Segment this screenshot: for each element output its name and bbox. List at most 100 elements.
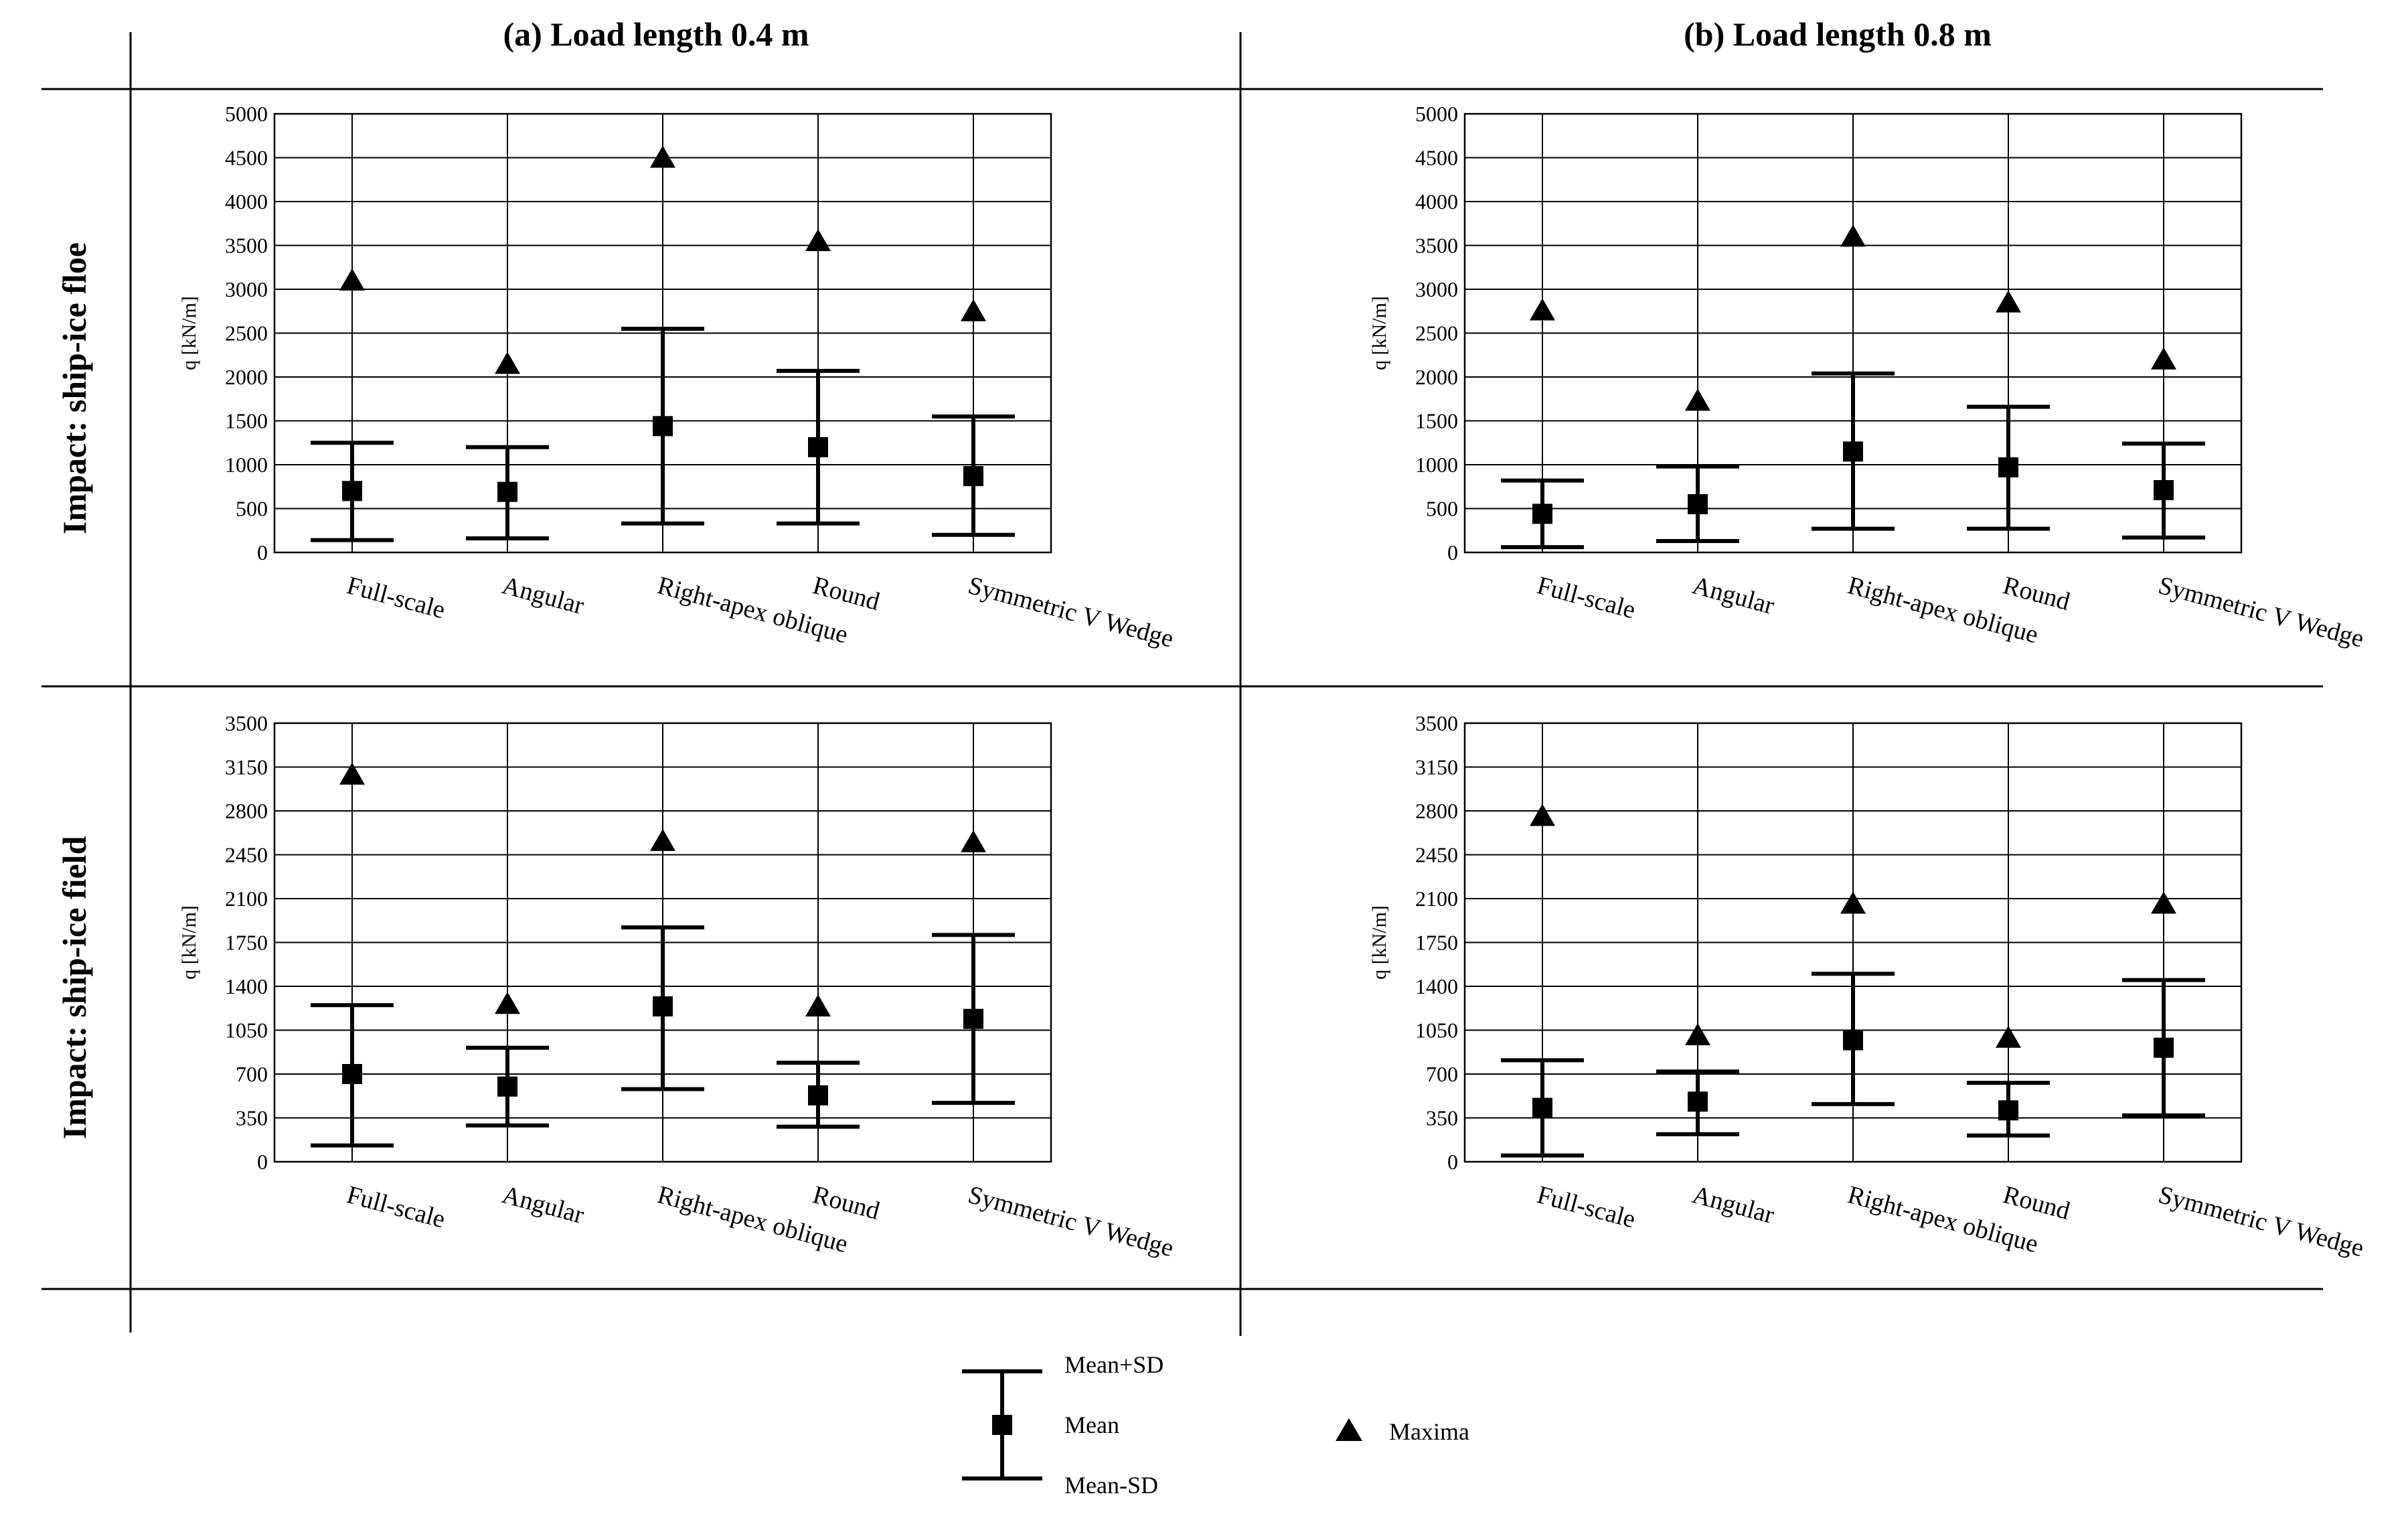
legend-mean-plus-sd: Mean+SD	[1064, 1351, 1163, 1378]
y-axis-label: q [kN/m]	[178, 296, 200, 370]
y-tick-label: 2450	[1415, 843, 1458, 867]
mean-marker	[342, 481, 362, 502]
col-title-b: (b) Load length 0.8 m	[1684, 15, 1992, 53]
legend: Mean+SD Mean Mean-SD Maxima	[962, 1351, 1469, 1499]
x-category-label: Round	[2000, 1181, 2073, 1225]
chart-panel-floe-0-4m: 0 500 1000 1500 2000 2500 3000 3500 4000 4500 5000…	[178, 102, 1176, 653]
col-title-a: (a) Load length 0.4 m	[503, 15, 809, 53]
y-tick-label: 1400	[225, 974, 268, 998]
errorbar-0	[311, 268, 394, 542]
mean-marker	[497, 1076, 517, 1097]
errorbar-0	[1501, 298, 1584, 550]
mean-marker	[653, 996, 673, 1016]
x-category-label: Angular	[499, 571, 587, 620]
mean-marker	[1998, 1100, 2018, 1121]
y-tick-label: 350	[1426, 1106, 1458, 1130]
errorbar-1	[466, 992, 549, 1128]
chart-panel-field-0-8m: 0 350 700 1050 1400 1750 2100 2450 2800 3150 3500 q…	[1368, 711, 2366, 1262]
y-tick-label: 2000	[225, 365, 268, 389]
y-tick-label: 3500	[225, 234, 268, 258]
maxima-marker	[1685, 388, 1710, 411]
y-tick-label: 1750	[225, 931, 268, 955]
x-category-label: Round	[810, 1181, 883, 1225]
y-tick-label: 3150	[225, 755, 268, 779]
x-category-label: Symmetric V Wedge	[965, 1181, 1177, 1262]
maxima-marker	[961, 299, 986, 321]
errorbar-4	[2122, 891, 2205, 1118]
mean-marker	[342, 1064, 362, 1084]
maxima-marker	[650, 145, 675, 168]
errorbar-2	[621, 828, 704, 1091]
maxima-marker	[339, 762, 365, 785]
x-category-label: Symmetric V Wedge	[2156, 1181, 2367, 1262]
maxima-marker	[805, 228, 831, 251]
maxima-marker	[495, 992, 520, 1014]
x-category-label: Angular	[1690, 571, 1777, 620]
mean-marker	[1532, 504, 1552, 524]
legend-mean: Mean	[1064, 1412, 1119, 1438]
y-tick-label: 3000	[1415, 277, 1458, 301]
mean-marker	[1688, 1091, 1708, 1112]
plot-area	[273, 112, 1052, 554]
y-tick-label: 500	[1426, 497, 1458, 521]
x-category-label: Symmetric V Wedge	[965, 571, 1177, 653]
maxima-marker	[495, 352, 520, 374]
figure-frame	[42, 32, 2323, 1336]
x-category-label: Angular	[499, 1181, 587, 1229]
chart-panel-floe-0-8m: 0 500 1000 1500 2000 2500 3000 3500 4000 4500 5000…	[1368, 102, 2366, 653]
x-category-label: Angular	[1690, 1181, 1777, 1229]
mean-marker	[963, 466, 983, 487]
mean-marker	[653, 416, 673, 437]
y-tick-label: 350	[236, 1106, 268, 1130]
y-tick-label: 1000	[1415, 453, 1458, 477]
y-tick-label: 1750	[1415, 931, 1458, 955]
legend-errorbar-symbol	[962, 1369, 1042, 1480]
x-category-label: Full-scale	[1534, 571, 1639, 624]
x-category-label: Round	[2000, 571, 2073, 616]
row-title-field: Impact: ship-ice field	[56, 836, 93, 1139]
errorbar-3	[1967, 1025, 2050, 1138]
y-tick-label: 1050	[225, 1018, 268, 1043]
errorbar-1	[1656, 388, 1739, 543]
maxima-marker	[339, 268, 365, 291]
y-tick-label: 2500	[1415, 321, 1458, 346]
maxima-marker	[961, 830, 986, 852]
mean-marker	[497, 481, 517, 502]
errorbar-4	[932, 830, 1015, 1106]
mean-marker	[2154, 1037, 2174, 1058]
y-tick-label: 2450	[225, 843, 268, 867]
y-tick-label: 4000	[225, 189, 268, 214]
y-tick-label: 1400	[1415, 974, 1458, 998]
errorbar-1	[466, 352, 549, 541]
y-tick-label: 0	[1447, 1150, 1458, 1174]
mean-marker	[1843, 1030, 1863, 1051]
errorbar-4	[932, 299, 1015, 537]
row-title-floe: Impact: ship-ice floe	[56, 242, 93, 534]
mean-marker	[2154, 479, 2174, 500]
y-axis-label: q [kN/m]	[1368, 905, 1390, 980]
mean-marker	[963, 1008, 983, 1029]
maxima-marker	[1530, 298, 1555, 321]
y-tick-label: 3500	[1415, 711, 1458, 735]
y-tick-label: 5000	[225, 102, 268, 126]
mean-marker	[1843, 441, 1863, 462]
y-tick-label: 1500	[1415, 409, 1458, 433]
y-axis-label: q [kN/m]	[1368, 296, 1390, 370]
legend-maxima-icon	[1336, 1418, 1362, 1441]
y-tick-label: 500	[236, 497, 268, 521]
maxima-marker	[2151, 891, 2176, 914]
y-tick-label: 2100	[225, 887, 268, 911]
mean-marker	[808, 1085, 828, 1106]
y-tick-label: 1050	[1415, 1018, 1458, 1043]
y-tick-label: 3500	[225, 711, 268, 735]
mean-marker	[1688, 493, 1708, 514]
plot-area	[1463, 722, 2243, 1163]
mean-marker	[1998, 457, 2018, 477]
chart-panel-field-0-4m: 0 350 700 1050 1400 1750 2100 2450 2800 3150 3500 q…	[178, 711, 1176, 1262]
y-tick-label: 2800	[1415, 799, 1458, 823]
y-tick-label: 4000	[1415, 189, 1458, 214]
y-tick-label: 0	[257, 1150, 268, 1174]
errorbar-3	[777, 228, 860, 526]
y-tick-label: 2800	[225, 799, 268, 823]
y-tick-label: 4500	[1415, 146, 1458, 170]
